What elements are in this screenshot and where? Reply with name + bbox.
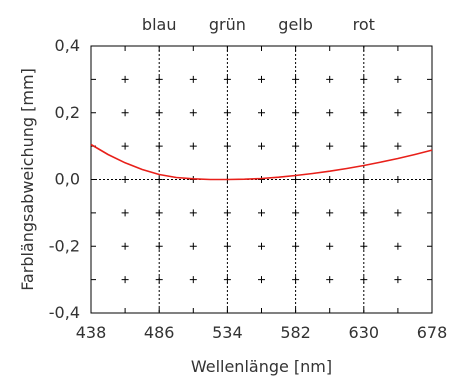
- x-tick-label: 678: [417, 323, 448, 342]
- grid-cross: [394, 75, 402, 83]
- grid-cross: [189, 75, 197, 83]
- grid-cross: [258, 75, 265, 83]
- color-label-grün: grün: [209, 15, 246, 34]
- tick-labels: blau grün gelb rot 438 486 534 582 630 678 0,4 0,2 0…: [49, 15, 447, 342]
- x-tick-label: 630: [349, 323, 380, 342]
- grid-cross: [189, 276, 197, 284]
- x-tick-label: 438: [76, 323, 107, 342]
- y-tick-label: -0,2: [49, 236, 80, 255]
- x-tick-label: 582: [280, 323, 311, 342]
- y-axis-label: Farblängsabweichung [mm]: [18, 68, 37, 291]
- y-tick-label: -0,4: [49, 303, 80, 322]
- grid-cross: [258, 242, 265, 250]
- grid-cross: [326, 142, 334, 150]
- grid-cross: [189, 242, 197, 250]
- x-axis-label: Wellenlänge [nm]: [191, 357, 332, 376]
- grid-cross: [121, 109, 129, 117]
- grid-cross: [394, 209, 402, 217]
- grid-cross: [394, 109, 402, 117]
- x-tick-label: 534: [212, 323, 243, 342]
- grid-cross: [189, 209, 197, 217]
- color-label-blau: blau: [142, 15, 177, 34]
- grid-cross: [121, 242, 129, 250]
- grid-cross: [121, 75, 129, 83]
- y-tick-label: 0,2: [55, 103, 80, 122]
- series-line: [90, 143, 433, 181]
- axis-ticks: [90, 45, 433, 314]
- grid-cross: [121, 142, 129, 150]
- grid-cross: [326, 75, 334, 83]
- grid-cross: [258, 209, 265, 217]
- color-label-rot: rot: [353, 15, 375, 34]
- y-tick-label: 0,4: [55, 36, 80, 55]
- grid-cross: [326, 276, 334, 284]
- grid-cross: [394, 276, 402, 284]
- grid-cross: [394, 142, 402, 150]
- series-layer: [90, 143, 433, 181]
- grid-cross: [326, 242, 334, 250]
- grid-cross: [394, 242, 402, 250]
- grid-cross: [326, 209, 334, 217]
- grid-cross: [189, 109, 197, 117]
- grid-cross: [258, 109, 265, 117]
- grid-cross: [326, 109, 334, 117]
- grid-cross: [189, 142, 197, 150]
- x-tick-label: 486: [144, 323, 175, 342]
- grid-cross: [258, 276, 265, 284]
- color-label-gelb: gelb: [278, 15, 313, 34]
- grid-cross: [121, 276, 129, 284]
- grid-cross: [121, 209, 129, 217]
- y-tick-label: 0,0: [55, 170, 80, 189]
- grid-cross: [258, 142, 265, 150]
